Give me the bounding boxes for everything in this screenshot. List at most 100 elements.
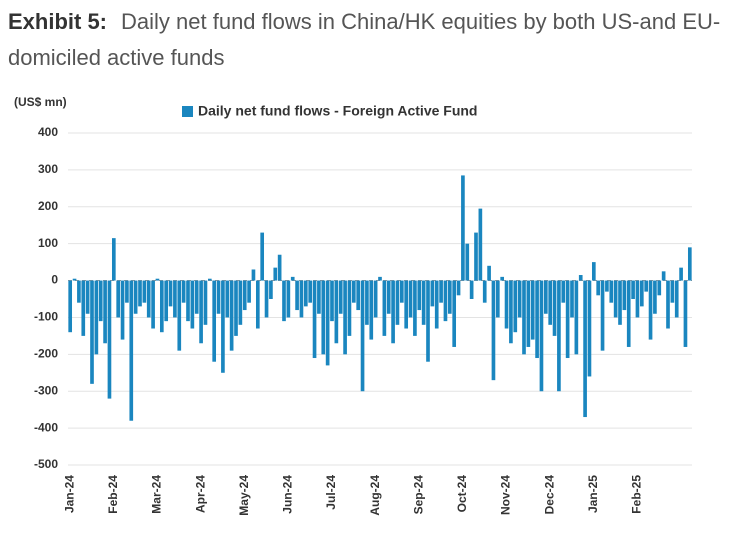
bar (290, 276, 295, 281)
x-tick-label: Jan-25 (586, 475, 600, 513)
bar (439, 280, 443, 303)
bar (330, 280, 334, 322)
bar (146, 280, 151, 318)
bar (430, 280, 435, 307)
bar (434, 280, 439, 329)
bar (81, 280, 86, 336)
bar (421, 280, 426, 325)
y-tick-label: 200 (38, 199, 58, 213)
bar (125, 280, 129, 303)
y-tick-label: -500 (34, 457, 58, 471)
bar (447, 280, 452, 314)
bar (482, 280, 487, 303)
bar (456, 280, 461, 296)
bar (242, 280, 247, 311)
bar (225, 280, 230, 318)
bar (504, 280, 509, 329)
bar (543, 280, 548, 314)
bar (391, 280, 395, 344)
bar (670, 280, 675, 303)
bar (609, 280, 614, 303)
bar (526, 280, 531, 347)
bar (229, 280, 234, 351)
bar (386, 280, 391, 314)
bar (347, 280, 352, 336)
bar (107, 280, 112, 399)
bar (303, 280, 308, 307)
bar (578, 275, 583, 281)
x-tick-label: May-24 (237, 475, 251, 516)
bar (413, 280, 417, 336)
bar (269, 280, 273, 299)
y-tick-label: -100 (34, 310, 58, 324)
bar (570, 280, 574, 318)
title-label: Exhibit 5: (8, 9, 108, 34)
x-tick-label: Dec-24 (542, 475, 556, 515)
bar (613, 280, 618, 318)
bar (530, 280, 535, 340)
bar (129, 280, 134, 421)
y-tick-label: 100 (38, 236, 58, 250)
bar (513, 280, 518, 333)
bar (443, 280, 448, 322)
chart-title: Daily net fund flows in China/HK equitie… (8, 9, 721, 70)
bar (356, 280, 361, 311)
bar (238, 280, 243, 325)
bar (626, 280, 631, 347)
bar (186, 280, 190, 322)
bar (600, 280, 605, 351)
bar (365, 280, 369, 325)
bar (552, 280, 557, 336)
bar (360, 280, 365, 392)
y-tick-label: -400 (34, 420, 58, 434)
bar (203, 280, 208, 325)
bar (509, 280, 513, 344)
bar (461, 175, 465, 281)
bar (299, 280, 304, 318)
bar (666, 280, 670, 329)
bar (639, 280, 644, 307)
legend-label: Daily net fund flows - Foreign Active Fu… (198, 103, 478, 119)
bar (351, 280, 356, 303)
y-tick-label: 400 (38, 125, 58, 139)
bar (234, 280, 238, 336)
bar (474, 232, 478, 281)
bar (343, 280, 347, 355)
bar (469, 280, 474, 299)
bar (260, 232, 265, 281)
x-tick-label: Sep-24 (411, 475, 425, 515)
bar (255, 280, 260, 329)
bar (399, 280, 404, 303)
bar (155, 278, 160, 281)
bar (426, 280, 430, 362)
bar (574, 280, 579, 355)
bar (495, 280, 500, 318)
bar (273, 267, 278, 281)
x-tick-label: Jan-24 (62, 475, 76, 513)
bar (618, 280, 622, 325)
bar (452, 280, 457, 347)
bar (587, 280, 592, 377)
bar (674, 280, 679, 318)
bar (212, 280, 217, 362)
bar (517, 280, 522, 318)
bar (535, 280, 539, 359)
bar (635, 280, 640, 318)
bar (557, 280, 561, 392)
bar (138, 280, 142, 307)
bar (687, 247, 692, 281)
bar (177, 280, 182, 351)
bar (98, 280, 103, 322)
bar (264, 280, 269, 318)
x-tick-label: Aug-24 (368, 475, 382, 516)
bar (199, 280, 203, 344)
bar (85, 280, 90, 314)
bar (77, 280, 81, 303)
bar (173, 280, 177, 318)
y-tick-label: -200 (34, 347, 58, 361)
bar (561, 280, 566, 303)
legend-swatch (182, 106, 193, 117)
bar (68, 280, 73, 333)
bar (644, 280, 649, 292)
